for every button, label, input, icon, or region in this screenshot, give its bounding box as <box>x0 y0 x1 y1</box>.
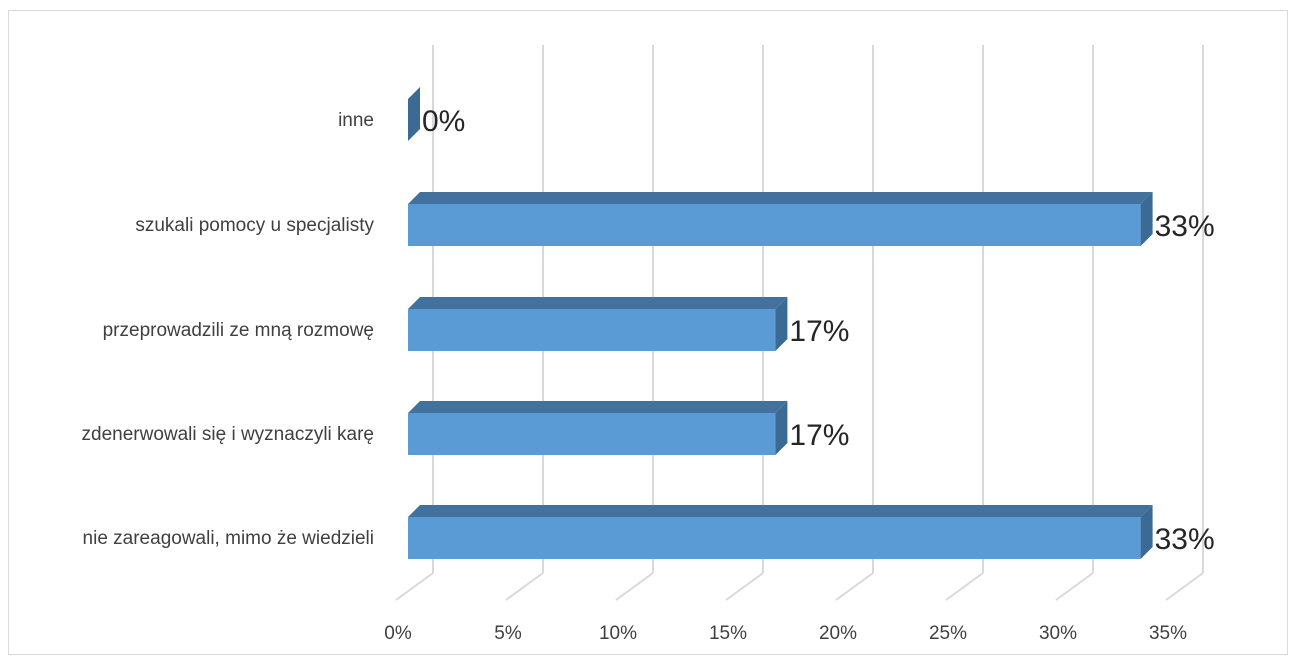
data-label: 33% <box>1155 523 1215 556</box>
bar-side <box>1140 192 1153 246</box>
category-label: przeprowadzili ze mną rozmowę <box>103 320 374 341</box>
category-label: zdenerwowali się i wyznaczyli karę <box>82 424 375 445</box>
bar-top <box>408 401 788 413</box>
x-tick-label: 30% <box>1039 623 1077 644</box>
bar-top <box>408 192 1153 204</box>
bar-top <box>408 297 788 309</box>
data-label: 33% <box>1155 210 1215 243</box>
bar <box>408 517 1141 559</box>
x-tick-label: 10% <box>599 623 637 644</box>
x-tick-label: 5% <box>494 623 522 644</box>
category-label: szukali pomocy u specjalisty <box>135 215 374 236</box>
gridline-floor <box>395 572 434 601</box>
gridline-floor <box>505 572 544 601</box>
data-label: 17% <box>789 315 849 348</box>
gridline-floor <box>945 572 984 601</box>
x-tick-label: 35% <box>1149 623 1187 644</box>
bar <box>408 309 776 351</box>
bar-side <box>408 87 420 141</box>
data-label: 17% <box>789 419 849 452</box>
bar-top <box>408 505 1153 517</box>
gridline-floor <box>835 572 874 601</box>
x-tick-label: 15% <box>709 623 747 644</box>
bar-side <box>775 297 788 351</box>
x-tick-label: 20% <box>819 623 857 644</box>
gridline-floor <box>1165 572 1204 601</box>
category-label: nie zareagowali, mimo że wiedzieli <box>83 528 374 549</box>
x-tick-label: 0% <box>384 623 412 644</box>
gridline-floor <box>725 572 764 601</box>
category-label: inne <box>338 110 374 131</box>
bar <box>408 413 776 455</box>
gridline-floor <box>1055 572 1094 601</box>
bar-side <box>775 401 788 455</box>
data-label: 0% <box>422 105 465 138</box>
bar <box>408 204 1141 246</box>
bar-side <box>1140 505 1153 559</box>
x-tick-label: 25% <box>929 623 967 644</box>
gridline-floor <box>615 572 654 601</box>
